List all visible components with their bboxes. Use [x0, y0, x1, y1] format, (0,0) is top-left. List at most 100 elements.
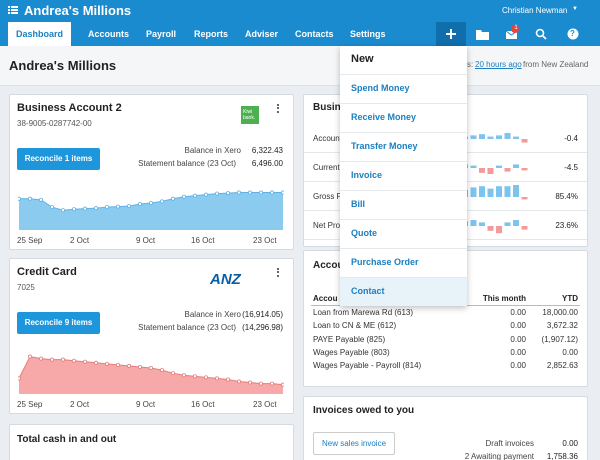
tab[interactable]: Accounts — [88, 29, 130, 39]
point — [116, 362, 121, 367]
top-bar — [0, 0, 600, 46]
ytd-cell: 3,672.32 — [546, 321, 578, 331]
col-header: This month — [482, 294, 526, 303]
month-cell: 0.00 — [510, 321, 526, 331]
spark-bar — [470, 187, 477, 197]
reconcile-button[interactable]: Reconcile 9 items — [17, 312, 100, 334]
area — [19, 192, 283, 230]
ytd-cell: 0.00 — [562, 347, 578, 357]
menu-item-row[interactable] — [340, 248, 467, 277]
user-caret: ▼ — [572, 6, 578, 12]
menu-item-row[interactable] — [340, 161, 467, 190]
point — [203, 192, 208, 197]
kebab — [277, 268, 279, 277]
spark-bar — [487, 226, 494, 231]
tab[interactable]: Payroll — [146, 29, 177, 39]
spark-bar — [487, 168, 494, 174]
point — [148, 200, 153, 205]
point — [27, 354, 32, 359]
spark-bar — [513, 164, 519, 168]
account-name: Business Account 2 — [17, 102, 122, 114]
spark-bar — [479, 134, 485, 139]
page-title: Andrea's Millions — [9, 58, 117, 73]
row-value: -4.5 — [564, 163, 578, 172]
point — [127, 363, 132, 368]
menu-item[interactable]: Contact — [351, 286, 385, 296]
menu-item-row[interactable] — [340, 132, 467, 161]
tab-active[interactable]: Dashboard — [8, 22, 72, 46]
tab[interactable]: Contacts — [295, 29, 334, 39]
icons — [446, 25, 579, 40]
balance-value: (16,914.05) — [242, 310, 283, 319]
point — [83, 206, 88, 211]
balance-chart — [18, 354, 284, 394]
point — [258, 190, 263, 195]
x-label: 9 Oct — [136, 400, 156, 409]
point — [61, 208, 66, 213]
menu-item[interactable]: Quote — [351, 228, 377, 238]
tab[interactable]: Reports — [194, 29, 229, 39]
spark-bars — [462, 164, 528, 174]
point — [159, 199, 164, 204]
account-name: Credit Card — [17, 266, 77, 278]
card-title: Accou — [313, 260, 344, 271]
statement-label: Statement balance (23 Oct) — [138, 323, 236, 332]
ytd-cell: 18,000.00 — [542, 308, 578, 317]
x-label: 23 Oct — [253, 400, 277, 409]
x-label: 9 Oct — [136, 236, 156, 245]
menu-icon[interactable] — [8, 5, 18, 15]
bank-logo: Kiwi bank. — [241, 106, 259, 124]
menu-item[interactable]: Purchase Order — [351, 257, 419, 267]
account-number: 38-9005-0287742-00 — [17, 119, 92, 128]
menu-item-row[interactable] — [340, 219, 467, 248]
spark-bar — [487, 188, 494, 197]
menu-item[interactable]: Spend Money — [351, 83, 410, 93]
point — [18, 376, 21, 381]
menu-item-row[interactable] — [340, 103, 467, 132]
reconcile-button[interactable]: Reconcile 1 items — [17, 148, 100, 170]
point — [148, 365, 153, 370]
x-label: 16 Oct — [191, 400, 215, 409]
user-name[interactable]: Christian Newman — [502, 6, 568, 15]
spark-bars — [462, 185, 528, 200]
card-title: Busine — [313, 102, 347, 113]
balance-chart — [18, 190, 284, 230]
point — [269, 190, 274, 195]
x-label: 25 Sep — [17, 400, 43, 409]
point — [27, 196, 32, 201]
spark-bar — [521, 226, 528, 230]
point — [269, 381, 274, 386]
menu-item-row[interactable] — [340, 74, 467, 103]
point — [83, 359, 88, 364]
new-invoice-button[interactable]: New sales invoice — [313, 432, 395, 455]
menu-item[interactable]: Receive Money — [351, 112, 417, 122]
menu-item[interactable]: Bill — [351, 199, 366, 209]
menu-item[interactable]: Transfer Money — [351, 141, 418, 151]
spark-bar — [504, 186, 511, 197]
sync-prefix: s: — [467, 60, 474, 69]
point — [170, 196, 175, 201]
area — [19, 356, 283, 394]
spark-bar — [496, 186, 502, 197]
spark-bar — [513, 220, 519, 226]
spark-bar — [470, 165, 477, 168]
month-cell: 0.00 — [510, 334, 526, 344]
menu-item-hover[interactable] — [340, 277, 467, 306]
row-label: Net Prof — [313, 221, 343, 230]
kebab — [277, 104, 279, 113]
tab[interactable]: Adviser — [245, 29, 279, 39]
point — [281, 190, 284, 195]
menu-item[interactable]: Invoice — [351, 170, 383, 180]
point — [214, 376, 219, 381]
point — [214, 191, 219, 196]
point — [50, 205, 55, 210]
point — [181, 373, 186, 378]
point — [159, 368, 164, 373]
row-label: Current — [313, 163, 340, 172]
sync-time[interactable]: 20 hours ago — [475, 60, 522, 69]
tab[interactable]: Settings — [350, 29, 386, 39]
row-value: 23.6% — [555, 221, 578, 230]
month-cell: 0.00 — [510, 308, 526, 317]
menu-item-row[interactable] — [340, 190, 467, 219]
